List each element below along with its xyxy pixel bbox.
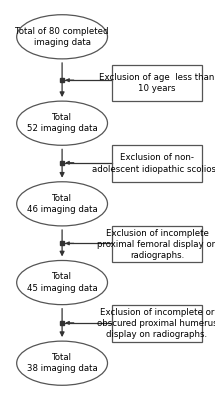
Text: Exclusion of incomplete or
obscured proximal humerus
display on radiographs.: Exclusion of incomplete or obscured prox… <box>97 308 215 339</box>
Text: Total of 80 completed
imaging data: Total of 80 completed imaging data <box>15 26 109 47</box>
Text: Total
45 imaging data: Total 45 imaging data <box>27 272 97 293</box>
Text: Total
52 imaging data: Total 52 imaging data <box>27 113 97 134</box>
Text: Exclusion of non-
adolescent idiopathic scoliosis: Exclusion of non- adolescent idiopathic … <box>92 154 215 174</box>
Text: Exclusion of age  less than
10 years: Exclusion of age less than 10 years <box>99 73 215 93</box>
Text: Total
46 imaging data: Total 46 imaging data <box>27 194 97 214</box>
Text: Total
38 imaging data: Total 38 imaging data <box>27 353 97 374</box>
Text: Exclusion of incomplete
proximal femoral display on
radiographs.: Exclusion of incomplete proximal femoral… <box>97 228 215 260</box>
